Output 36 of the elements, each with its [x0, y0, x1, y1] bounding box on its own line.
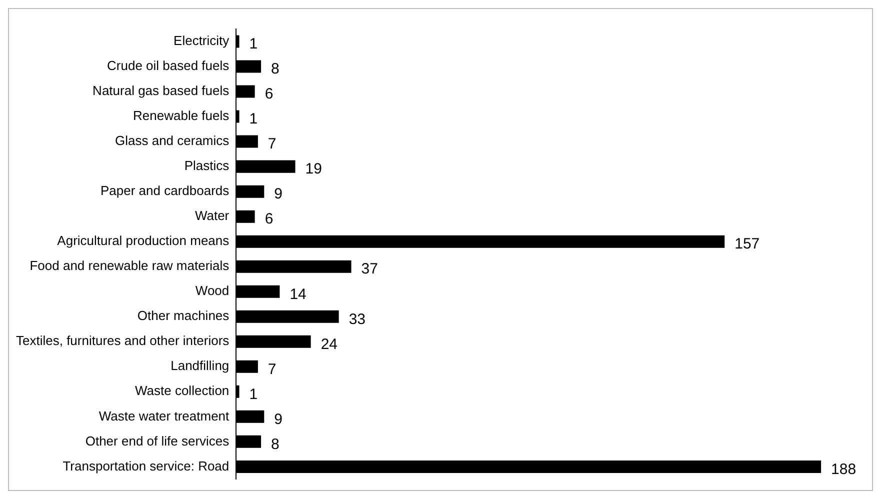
y-tick-label: Waste collection — [134, 383, 230, 398]
y-tick-label: Agricultural production means — [57, 233, 230, 248]
data-label: 188 — [831, 460, 856, 478]
y-tick-label: Transportation service: Road — [62, 458, 230, 474]
data-label: 37 — [361, 260, 378, 278]
y-tick-label: Water — [194, 208, 230, 224]
y-tick-label: Plastics — [184, 158, 230, 174]
y-tick-label: Landfilling — [170, 358, 230, 374]
y-tick-label: Other end of life services — [85, 433, 230, 448]
y-tick-label: Electricity — [174, 33, 230, 48]
data-label: 8 — [271, 60, 280, 78]
y-tick-label: Crude oil based fuels — [107, 58, 230, 74]
y-tick-label: Other machines — [137, 308, 230, 324]
data-label: 19 — [305, 160, 322, 178]
data-label: 33 — [348, 310, 366, 328]
data-label: 157 — [734, 236, 760, 253]
data-label: 6 — [264, 86, 274, 103]
data-label: 8 — [271, 436, 280, 453]
data-label: 1 — [249, 110, 258, 128]
y-tick-label: Natural gas based fuels — [92, 83, 230, 98]
data-label: 14 — [290, 286, 306, 303]
data-label: 9 — [274, 186, 282, 203]
data-label: 24 — [320, 336, 338, 353]
y-tick-label: Wood — [195, 283, 230, 298]
data-label: 1 — [249, 36, 258, 53]
y-tick-label: Glass and ceramics — [115, 133, 230, 148]
data-label: 7 — [268, 136, 276, 153]
y-tick-label: Paper and cardboards — [100, 183, 230, 198]
data-label: 6 — [264, 210, 274, 228]
data-label: 7 — [268, 360, 276, 378]
y-tick-label: Renewable fuels — [133, 108, 230, 124]
y-tick-label: Textiles, furnitures and other interiors — [16, 333, 230, 348]
y-tick-label: Waste water treatment — [98, 408, 230, 424]
data-label: 1 — [249, 386, 258, 403]
y-tick-label: Food and renewable raw materials — [30, 258, 230, 274]
data-label: 9 — [274, 410, 282, 428]
